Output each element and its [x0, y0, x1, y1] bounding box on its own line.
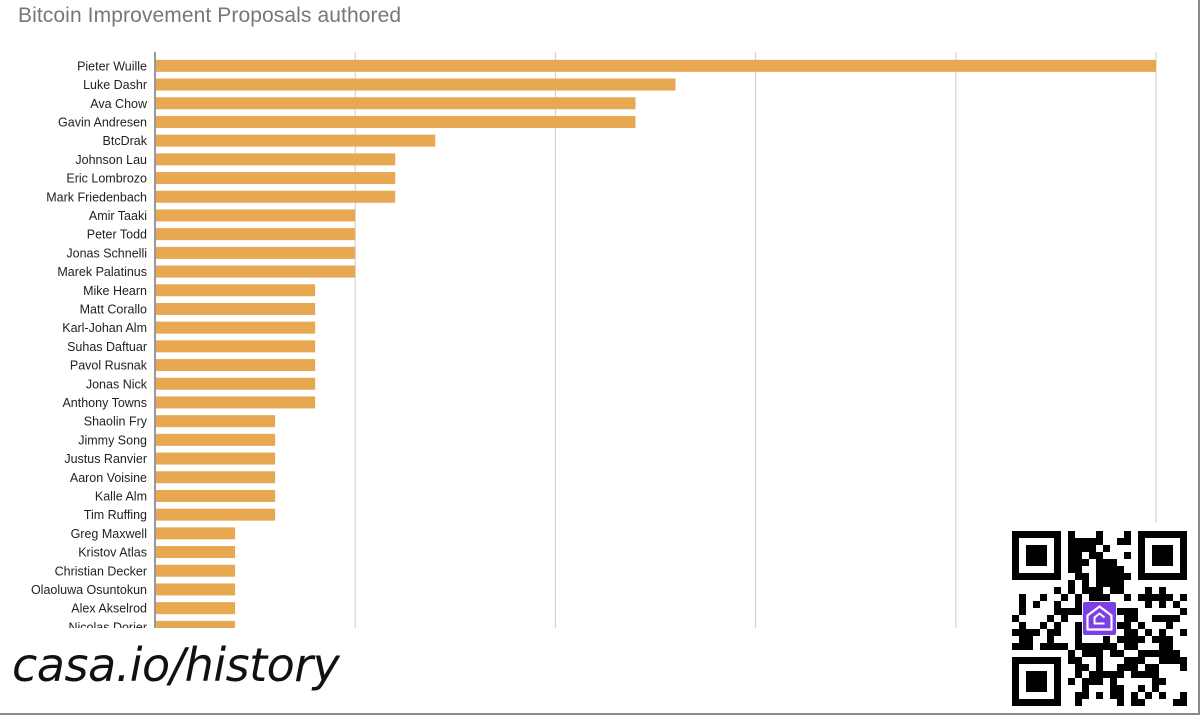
category-label: Aaron Voisine — [70, 471, 147, 485]
bar — [156, 115, 636, 128]
category-labels: Pieter Wuille Luke Dashr Ava Chow Gavin And… — [31, 59, 148, 634]
bar — [156, 172, 396, 185]
category-label: Suhas Daftuar — [67, 340, 147, 354]
category-label: Eric Lombrozo — [66, 172, 147, 186]
category-label: Matt Corallo — [80, 302, 147, 316]
bar — [156, 602, 236, 615]
bar — [156, 471, 276, 484]
category-label: Alex Akselrod — [71, 602, 147, 616]
bar — [156, 415, 276, 428]
category-label: Ava Chow — [90, 97, 148, 111]
bar — [156, 340, 316, 353]
category-label: Nicolas Dorier — [69, 620, 148, 634]
category-label: Gavin Andresen — [58, 115, 147, 129]
bar — [156, 620, 236, 628]
bar — [156, 377, 316, 390]
category-label: BtcDrak — [103, 134, 148, 148]
footer-url: casa.io/history — [12, 638, 340, 692]
category-label: Kalle Alm — [95, 489, 147, 503]
bar — [156, 134, 436, 147]
bar — [156, 228, 356, 241]
category-label: Pavol Rusnak — [70, 359, 148, 373]
bar — [156, 359, 316, 372]
grid-lines — [354, 52, 1157, 628]
category-label: Kristov Atlas — [78, 546, 147, 560]
category-label: Anthony Towns — [62, 396, 147, 410]
qr-modules — [1012, 531, 1187, 706]
bar — [156, 546, 236, 559]
bar — [156, 396, 316, 409]
bar — [156, 433, 276, 446]
category-label: Peter Todd — [87, 228, 147, 242]
bar — [156, 284, 316, 297]
category-label: Marek Palatinus — [57, 265, 147, 279]
bar — [156, 59, 1156, 72]
bars — [156, 59, 1156, 628]
category-label: Karl-Johan Alm — [62, 321, 147, 335]
category-label: Jimmy Song — [78, 433, 147, 447]
bar — [156, 209, 356, 222]
bar — [156, 190, 396, 203]
category-label: Olaoluwa Osuntokun — [31, 583, 147, 597]
category-label: Mark Friedenbach — [46, 190, 147, 204]
bar — [156, 564, 236, 577]
bar — [156, 508, 276, 521]
category-label: Jonas Nick — [86, 377, 148, 391]
category-label: Pieter Wuille — [77, 59, 147, 73]
category-label: Tim Ruffing — [84, 508, 147, 522]
bar — [156, 97, 636, 110]
category-label: Shaolin Fry — [84, 415, 148, 429]
bar — [156, 78, 676, 91]
bar — [156, 153, 396, 166]
category-label: Greg Maxwell — [71, 527, 147, 541]
bar — [156, 583, 236, 596]
bar — [156, 302, 316, 315]
bar — [156, 321, 316, 334]
category-label: Mike Hearn — [83, 284, 147, 298]
category-label: Luke Dashr — [83, 78, 147, 92]
category-label: Christian Decker — [55, 564, 147, 578]
chart-title: Bitcoin Improvement Proposals authored — [18, 4, 402, 27]
category-label: Justus Ranvier — [64, 452, 147, 466]
category-label: Amir Taaki — [89, 209, 147, 223]
bar — [156, 246, 356, 259]
bar — [156, 265, 356, 278]
bar — [156, 489, 276, 502]
casa-house-logo-icon — [1083, 602, 1116, 635]
category-label: Johnson Lau — [75, 153, 147, 167]
qr-code — [1004, 523, 1194, 713]
bar — [156, 527, 236, 540]
category-label: Jonas Schnelli — [66, 246, 147, 260]
bar — [156, 452, 276, 465]
